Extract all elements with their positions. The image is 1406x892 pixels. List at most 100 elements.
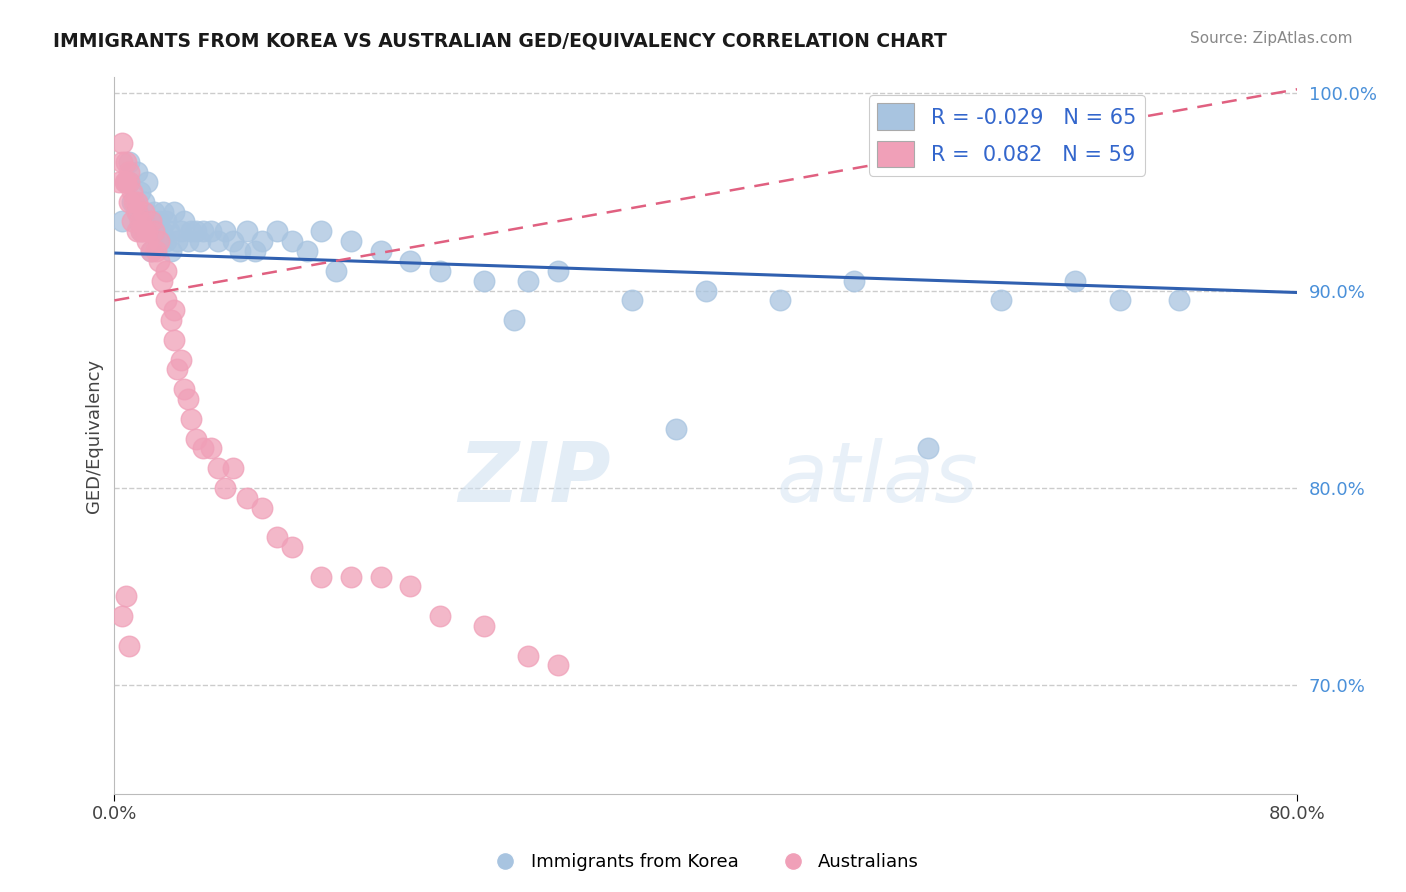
Point [118, 175, 141, 189]
Point [266, 530, 288, 544]
Point [121, 185, 143, 199]
Point [152, 204, 174, 219]
Point [136, 224, 159, 238]
Point [115, 155, 138, 169]
Point [429, 609, 451, 624]
Point [370, 244, 392, 258]
Point [128, 185, 150, 199]
Point [184, 224, 207, 238]
Point [159, 244, 181, 258]
Point [111, 214, 134, 228]
Point [125, 204, 148, 219]
Point [136, 234, 159, 248]
Point [122, 194, 145, 209]
Point [150, 224, 173, 238]
Point [517, 648, 540, 663]
Point [399, 580, 422, 594]
Point [399, 254, 422, 268]
Point [200, 442, 222, 456]
Point [281, 234, 304, 248]
Point [177, 234, 200, 248]
Point [207, 461, 229, 475]
Point [132, 224, 155, 238]
Point [173, 214, 195, 228]
Point [252, 234, 274, 248]
Point [184, 432, 207, 446]
Point [281, 540, 304, 554]
Point [111, 136, 134, 150]
Point [221, 461, 243, 475]
Point [118, 155, 141, 169]
Point [157, 224, 180, 238]
Point [472, 274, 495, 288]
Point [143, 204, 166, 219]
Point [236, 224, 259, 238]
Point [155, 293, 177, 308]
Point [141, 214, 163, 228]
Point [191, 442, 214, 456]
Point [170, 224, 193, 238]
Point [200, 224, 222, 238]
Point [295, 244, 318, 258]
Point [114, 175, 136, 189]
Point [221, 234, 243, 248]
Point [665, 422, 688, 436]
Point [695, 284, 717, 298]
Point [125, 194, 148, 209]
Point [121, 214, 143, 228]
Point [214, 224, 236, 238]
Point [155, 214, 177, 228]
Point [214, 481, 236, 495]
Point [115, 590, 138, 604]
Point [121, 194, 143, 209]
Point [547, 264, 569, 278]
Point [125, 224, 148, 238]
Legend: R = -0.029   N = 65, R =  0.082   N = 59: R = -0.029 N = 65, R = 0.082 N = 59 [869, 95, 1144, 176]
Point [207, 234, 229, 248]
Point [145, 244, 167, 258]
Point [108, 175, 131, 189]
Point [118, 194, 141, 209]
Point [188, 234, 211, 248]
Point [180, 411, 202, 425]
Point [155, 264, 177, 278]
Point [150, 274, 173, 288]
Point [243, 244, 266, 258]
Point [132, 214, 155, 228]
Point [141, 214, 163, 228]
Point [136, 175, 159, 189]
Point [155, 234, 177, 248]
Point [547, 658, 569, 673]
Point [166, 362, 188, 376]
Point [177, 392, 200, 406]
Point [236, 491, 259, 505]
Text: ZIP: ZIP [458, 438, 612, 519]
Point [115, 175, 138, 189]
Y-axis label: GED/Equivalency: GED/Equivalency [86, 359, 103, 513]
Text: Source: ZipAtlas.com: Source: ZipAtlas.com [1189, 31, 1353, 46]
Text: atlas: atlas [776, 438, 979, 519]
Point [148, 234, 170, 248]
Point [141, 244, 163, 258]
Point [162, 303, 184, 318]
Point [502, 313, 524, 327]
Point [917, 442, 939, 456]
Point [148, 214, 170, 228]
Point [145, 224, 167, 238]
Point [166, 234, 188, 248]
Point [842, 274, 865, 288]
Point [517, 274, 540, 288]
Point [769, 293, 792, 308]
Point [340, 569, 363, 583]
Point [129, 224, 152, 238]
Point [266, 224, 288, 238]
Point [1108, 293, 1130, 308]
Point [990, 293, 1012, 308]
Point [180, 224, 202, 238]
Point [132, 194, 155, 209]
Point [159, 313, 181, 327]
Point [118, 639, 141, 653]
Point [111, 155, 134, 169]
Point [125, 165, 148, 179]
Point [118, 175, 141, 189]
